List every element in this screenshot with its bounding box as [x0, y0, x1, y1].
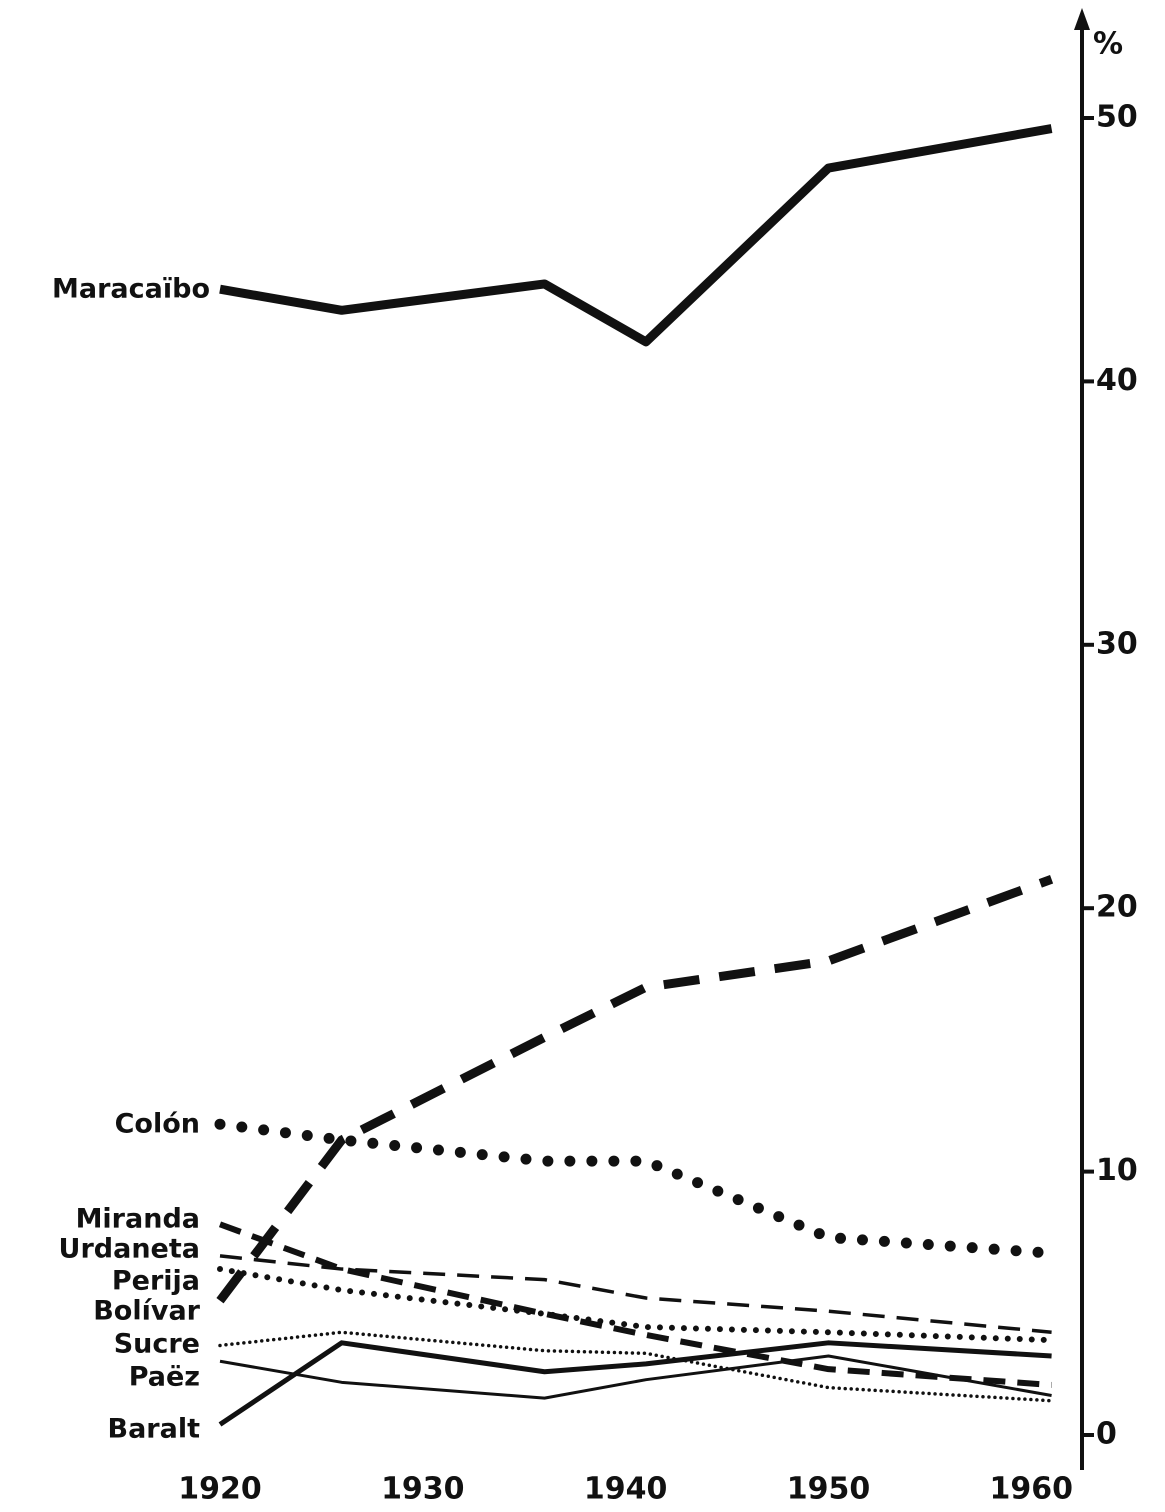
series-line: [218, 1340, 1052, 1427]
y-axis-label: %: [1093, 27, 1123, 62]
series-label: Paëz: [129, 1362, 200, 1393]
y-tick-label: 40: [1096, 363, 1138, 398]
series-label: Colón: [115, 1109, 200, 1140]
series-label: Sucre: [114, 1329, 200, 1360]
series-label: Maracaïbo: [52, 274, 210, 305]
series-line: [219, 1254, 1052, 1335]
series-label: Perija: [112, 1266, 200, 1297]
series-label: Miranda: [76, 1204, 200, 1235]
x-tick-label: 1960: [990, 1472, 1074, 1507]
series-line: [219, 124, 1053, 347]
series-line: [218, 1330, 1054, 1403]
y-tick-label: 30: [1096, 626, 1138, 661]
series-line: [219, 1354, 1052, 1400]
series-line: [214, 1118, 1058, 1259]
x-tick-label: 1950: [787, 1472, 871, 1507]
series-line: [218, 1221, 1052, 1388]
series-label: Urdaneta: [59, 1234, 200, 1265]
y-tick-label: 0: [1096, 1417, 1117, 1452]
series-line: [216, 875, 1054, 1304]
series-line: [217, 1266, 1055, 1344]
y-tick-label: 50: [1096, 100, 1138, 135]
series-label: Bolívar: [93, 1296, 200, 1327]
series-label: Baralt: [108, 1414, 201, 1445]
x-tick-label: 1940: [584, 1472, 668, 1507]
x-tick-label: 1920: [178, 1472, 262, 1507]
axis-arrow: [1074, 8, 1090, 30]
y-tick-label: 10: [1096, 1153, 1138, 1188]
y-tick-label: 20: [1096, 890, 1138, 925]
x-tick-label: 1930: [381, 1472, 465, 1507]
